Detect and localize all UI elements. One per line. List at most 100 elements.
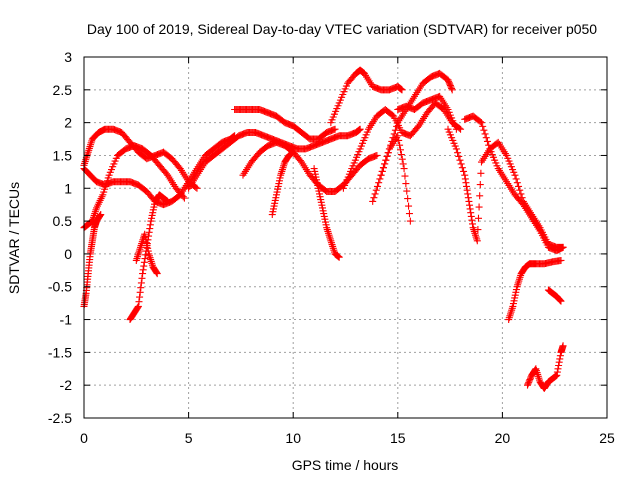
data-point bbox=[141, 255, 149, 263]
series-arc-4 bbox=[80, 142, 188, 232]
data-point bbox=[470, 227, 478, 235]
data-point bbox=[85, 146, 93, 154]
x-axis: 0 5 10 15 20 25 bbox=[80, 57, 615, 446]
data-point bbox=[378, 167, 386, 175]
data-point bbox=[394, 132, 402, 140]
series-arc-20 bbox=[524, 342, 567, 392]
x-tick-label: 25 bbox=[599, 430, 615, 446]
data-point bbox=[512, 175, 520, 183]
series-arc-12 bbox=[327, 66, 406, 127]
data-point bbox=[147, 257, 155, 265]
y-tick-label: -1 bbox=[60, 312, 73, 328]
data-point bbox=[179, 193, 187, 201]
data-point bbox=[135, 247, 143, 255]
data-point bbox=[476, 118, 484, 126]
data-point bbox=[469, 220, 477, 228]
data-point bbox=[193, 184, 201, 192]
data-point bbox=[398, 155, 406, 163]
data-point bbox=[81, 159, 89, 167]
data-point bbox=[326, 235, 334, 243]
data-point bbox=[458, 164, 466, 172]
data-point bbox=[553, 368, 561, 376]
series-arc-14 bbox=[369, 132, 414, 225]
data-point bbox=[97, 211, 105, 219]
data-point bbox=[515, 277, 523, 285]
series-arc-3 bbox=[80, 132, 239, 209]
y-tick-label: 2 bbox=[64, 115, 72, 131]
data-point bbox=[371, 190, 379, 198]
data-point bbox=[515, 182, 523, 190]
data-point bbox=[356, 125, 364, 133]
data-point bbox=[477, 169, 485, 177]
data-point bbox=[473, 235, 481, 243]
data-point bbox=[506, 312, 514, 320]
data-point bbox=[372, 186, 380, 194]
data-point bbox=[554, 365, 562, 373]
data-point bbox=[474, 226, 482, 234]
data-point bbox=[396, 141, 404, 149]
y-tick-label: 3 bbox=[64, 49, 72, 65]
data-point bbox=[135, 298, 143, 306]
data-point bbox=[456, 156, 464, 164]
y-tick-label: 0.5 bbox=[53, 213, 73, 229]
data-point bbox=[376, 175, 384, 183]
data-point bbox=[146, 221, 154, 229]
data-point bbox=[136, 293, 144, 301]
data-point bbox=[137, 279, 145, 287]
data-point bbox=[405, 202, 413, 210]
data-point bbox=[468, 216, 476, 224]
data-point bbox=[403, 187, 411, 195]
data-point bbox=[452, 125, 460, 133]
data-point bbox=[481, 130, 489, 138]
data-point bbox=[278, 167, 286, 175]
data-point bbox=[557, 297, 565, 305]
data-point bbox=[452, 145, 460, 153]
data-point bbox=[555, 361, 563, 369]
data-point bbox=[507, 308, 515, 316]
data-point bbox=[463, 186, 471, 194]
data-point bbox=[460, 167, 468, 175]
data-point bbox=[139, 266, 147, 274]
data-point bbox=[476, 181, 484, 189]
data-point bbox=[556, 297, 564, 305]
data-point bbox=[164, 197, 172, 205]
data-point bbox=[466, 201, 474, 209]
data-point bbox=[381, 160, 389, 168]
data-point bbox=[138, 274, 146, 282]
data-point bbox=[373, 182, 381, 190]
data-point bbox=[145, 228, 153, 236]
data-point bbox=[466, 205, 474, 213]
data-point bbox=[328, 241, 336, 249]
series-arc-13 bbox=[339, 99, 465, 192]
data-point bbox=[84, 150, 92, 158]
data-point bbox=[373, 151, 381, 159]
data-point bbox=[477, 119, 485, 127]
data-point bbox=[289, 148, 297, 156]
data-point bbox=[455, 124, 463, 132]
data-point bbox=[389, 134, 397, 142]
data-point bbox=[325, 231, 333, 239]
data-point bbox=[455, 152, 463, 160]
data-point bbox=[398, 86, 406, 94]
data-point bbox=[559, 243, 567, 251]
data-point bbox=[485, 141, 493, 149]
data-point bbox=[454, 149, 462, 157]
data-point bbox=[400, 165, 408, 173]
data-point bbox=[479, 122, 487, 130]
data-point bbox=[516, 186, 524, 194]
data-point bbox=[467, 209, 475, 217]
data-point bbox=[395, 136, 403, 144]
x-tick-label: 10 bbox=[285, 430, 301, 446]
data-point bbox=[404, 195, 412, 203]
data-point bbox=[82, 156, 90, 164]
data-point bbox=[514, 281, 522, 289]
x-tick-label: 15 bbox=[390, 430, 406, 446]
data-point bbox=[382, 156, 390, 164]
data-point bbox=[324, 227, 332, 235]
y-tick-label: 1 bbox=[64, 180, 72, 196]
data-point bbox=[384, 149, 392, 157]
data-point bbox=[405, 210, 413, 218]
data-point bbox=[133, 255, 141, 263]
y-tick-label: 2.5 bbox=[53, 82, 73, 98]
